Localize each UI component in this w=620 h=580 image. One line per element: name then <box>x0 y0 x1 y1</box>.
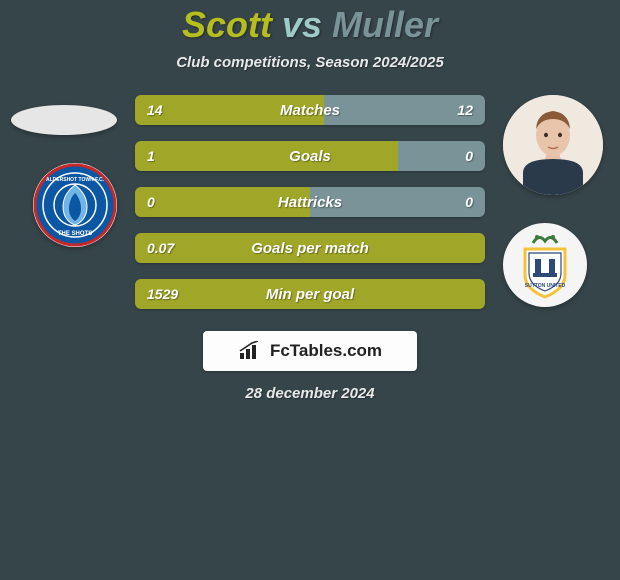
footer: FcTables.com 28 december 2024 <box>0 331 620 402</box>
player2-avatar <box>503 95 603 195</box>
aldershot-town-badge-icon: ALDERSHOT TOWN F.C. THE SHOTS <box>33 163 117 247</box>
svg-text:SUTTON UNITED: SUTTON UNITED <box>525 283 566 289</box>
left-side: ALDERSHOT TOWN F.C. THE SHOTS <box>11 95 117 247</box>
stat-bar-content: 0 Hattricks 0 <box>135 194 485 210</box>
chart-icon <box>238 341 264 361</box>
stat-bar-content: 14 Matches 12 <box>135 102 485 118</box>
main-content: ALDERSHOT TOWN F.C. THE SHOTS 14Matches1… <box>0 95 620 309</box>
right-side: SUTTON UNITED <box>503 95 609 307</box>
stat-bar-content: 1529 Min per goal <box>135 286 485 302</box>
stat-bar-content: 1 Goals 0 <box>135 148 485 164</box>
versus-label: vs <box>282 4 322 45</box>
stat-bars: 14 Matches 12 1 Goals 0 0 Hattricks 0 0.07 Goals p… <box>135 95 485 309</box>
player2-club-badge: SUTTON UNITED <box>503 223 587 307</box>
stat-row: 1529 Min per goal <box>135 279 485 309</box>
player2-name: Muller <box>332 4 438 45</box>
player1-avatar <box>11 105 117 135</box>
subtitle: Club competitions, Season 2024/2025 <box>0 54 620 71</box>
stat-label: Matches <box>280 102 340 119</box>
svg-text:THE SHOTS: THE SHOTS <box>58 231 92 237</box>
stat-label: Goals <box>289 148 331 165</box>
stat-left-value: 14 <box>147 102 163 118</box>
date-label: 28 december 2024 <box>245 385 374 402</box>
branding-badge: FcTables.com <box>203 331 417 371</box>
stat-row: 1 Goals 0 <box>135 141 485 171</box>
branding-text: FcTables.com <box>270 341 382 361</box>
stat-label: Min per goal <box>266 286 354 303</box>
sutton-united-badge-icon: SUTTON UNITED <box>503 223 587 307</box>
stat-right-value: 12 <box>457 102 473 118</box>
stat-right-value: 0 <box>465 194 473 210</box>
svg-text:ALDERSHOT TOWN F.C.: ALDERSHOT TOWN F.C. <box>46 177 105 183</box>
player1-name: Scott <box>182 4 272 45</box>
stat-row: 0.07 Goals per match <box>135 233 485 263</box>
stat-left-value: 1529 <box>147 286 178 302</box>
player2-photo-placeholder-icon <box>503 95 603 195</box>
stat-bar-content: 0.07 Goals per match <box>135 240 485 256</box>
stat-left-value: 0 <box>147 194 155 210</box>
comparison-card: Scott vs Muller Club competitions, Seaso… <box>0 0 620 402</box>
player1-club-badge: ALDERSHOT TOWN F.C. THE SHOTS <box>33 163 117 247</box>
stat-row: 0 Hattricks 0 <box>135 187 485 217</box>
stat-label: Goals per match <box>251 240 369 257</box>
comparison-title: Scott vs Muller <box>0 4 620 46</box>
stat-left-value: 0.07 <box>147 240 174 256</box>
stat-row: 14 Matches 12 <box>135 95 485 125</box>
stat-right-value: 0 <box>465 148 473 164</box>
stat-left-value: 1 <box>147 148 155 164</box>
stat-label: Hattricks <box>278 194 342 211</box>
